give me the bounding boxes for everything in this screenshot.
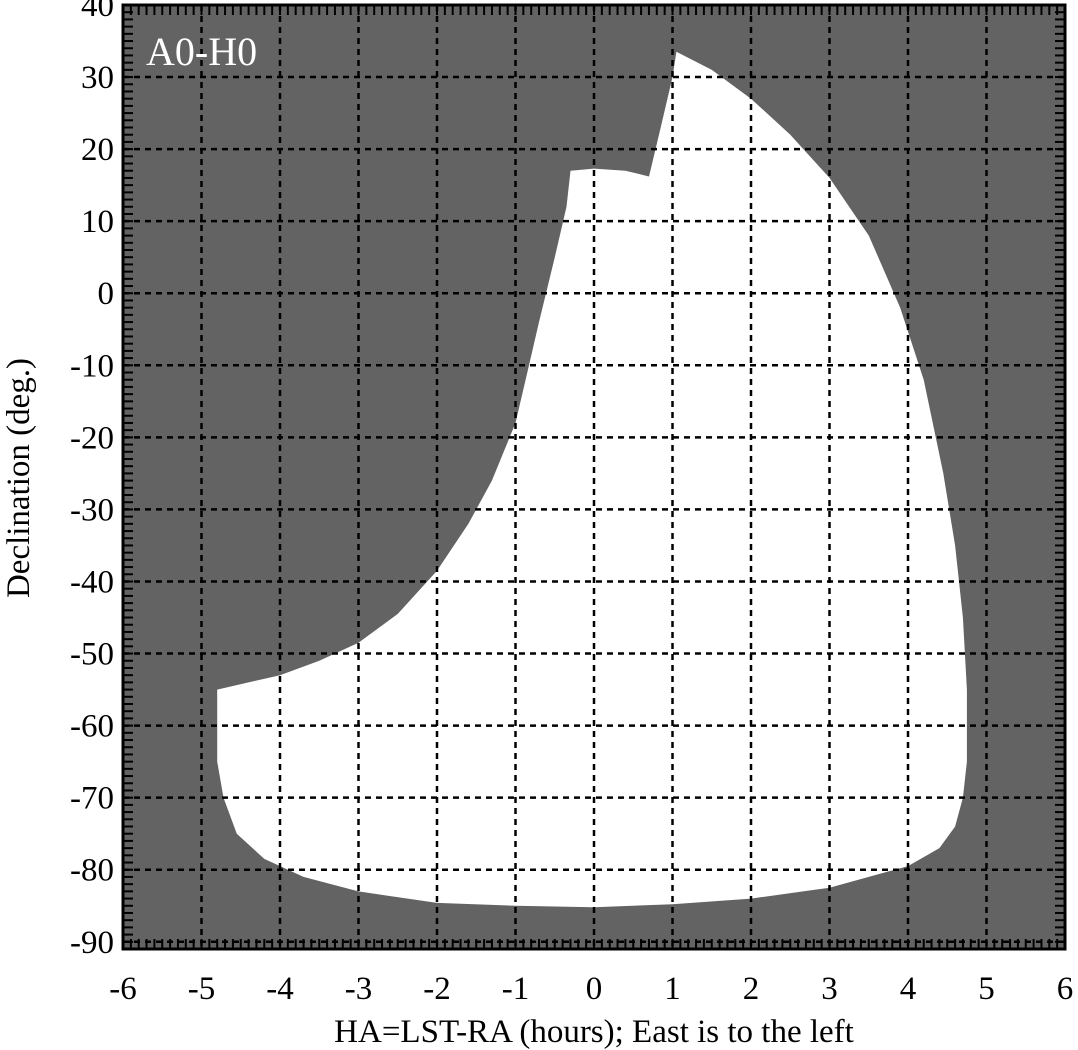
plot-frame — [121, 3, 1067, 951]
x-tick-labels: -6 -5 -4 -3 -2 -1 0 1 2 3 4 5 6 — [109, 971, 1073, 1007]
y-tick-labels: -90 -80 -70 -60 -50 -40 -30 -20 -10 0 10 20 30 40 — [70, 0, 114, 961]
y-tick-label: -50 — [70, 637, 114, 673]
y-axis-label: Declination (deg.) — [1, 358, 37, 598]
x-tick-label: 6 — [1057, 971, 1074, 1007]
minor-ticks — [122, 4, 1066, 950]
x-tick-label: 5 — [978, 971, 995, 1007]
x-tick-label: 1 — [664, 971, 681, 1007]
y-tick-label: -10 — [70, 348, 114, 384]
x-tick-label: -6 — [109, 971, 137, 1007]
x-axis-label: HA=LST-RA (hours); East is to the left — [334, 1014, 854, 1050]
x-tick-label: -5 — [188, 971, 216, 1007]
x-tick-label: -1 — [502, 971, 530, 1007]
y-tick-label: -20 — [70, 420, 114, 456]
x-tick-label: 4 — [900, 971, 917, 1007]
x-tick-label: 3 — [821, 971, 838, 1007]
y-tick-label: 10 — [81, 204, 114, 240]
y-tick-label: 40 — [81, 0, 114, 24]
y-tick-label: -40 — [70, 564, 114, 600]
x-tick-label: 0 — [586, 971, 603, 1007]
y-tick-label: -80 — [70, 853, 114, 889]
y-tick-label: -70 — [70, 781, 114, 817]
grid — [123, 5, 1065, 949]
observable-region — [217, 51, 967, 908]
y-tick-label: -30 — [70, 492, 114, 528]
y-tick-label: -90 — [70, 925, 114, 961]
y-tick-label: 0 — [98, 276, 115, 312]
panel-label: A0-H0 — [146, 29, 257, 74]
x-tick-label: 2 — [743, 971, 760, 1007]
x-tick-label: -2 — [423, 971, 451, 1007]
x-tick-label: -4 — [266, 971, 294, 1007]
y-tick-label: 20 — [81, 132, 114, 168]
y-tick-label: 30 — [81, 60, 114, 96]
y-tick-label: -60 — [70, 709, 114, 745]
x-tick-label: -3 — [345, 971, 373, 1007]
